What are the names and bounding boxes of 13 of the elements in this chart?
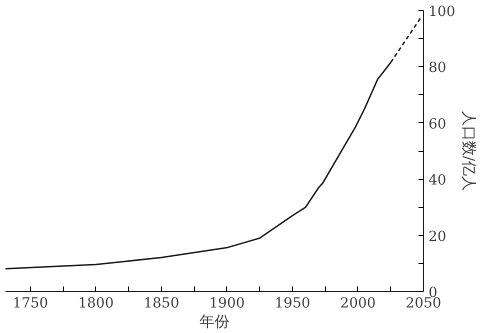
y-tick-label: 40 [428, 172, 446, 189]
y-tick-label: 100 [428, 4, 456, 20]
x-tick-label: 1850 [144, 296, 180, 312]
y-tick-label: 80 [428, 60, 446, 76]
y-tick-label: 60 [428, 116, 446, 132]
y-axis-title: 人口数/亿人 [460, 110, 478, 192]
x-tick-label: 2000 [340, 296, 376, 312]
x-tick-label: 1950 [274, 296, 310, 312]
y-tick-label: 20 [428, 228, 446, 245]
x-tick-label: 1750 [12, 296, 48, 312]
x-axis-title: 年份 [200, 312, 230, 330]
x-tick-label: 1900 [209, 296, 245, 312]
x-tick-label: 1800 [78, 296, 114, 312]
